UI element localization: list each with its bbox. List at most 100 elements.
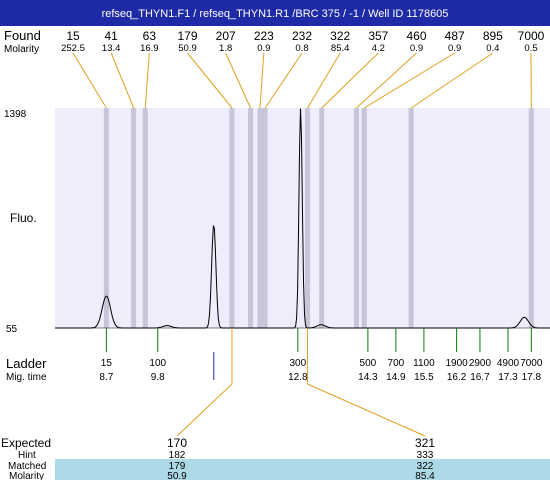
ladder-time-label: 16.7	[470, 372, 490, 383]
found-molarity-label: 1.8	[219, 43, 232, 54]
hint-label: Hint	[18, 450, 36, 461]
found-molarity-label: 0.8	[295, 43, 308, 54]
found-molarity-label: 85.4	[331, 43, 350, 54]
ladder-time-label: 9.8	[151, 372, 165, 383]
found-size-label: 207	[216, 29, 236, 43]
found-size-label: 15	[66, 29, 80, 43]
ladder-size-label: 7000	[520, 358, 543, 369]
found-size-label: 460	[406, 29, 426, 43]
hint-value: 333	[417, 450, 434, 461]
found-size-label: 63	[143, 29, 157, 43]
matched-row-highlight	[55, 459, 550, 480]
ladder-label: Ladder	[6, 356, 47, 371]
ladder-ticks	[105, 328, 532, 352]
ladder-size-label: 15	[101, 358, 113, 369]
ladder-size-label: 700	[388, 358, 405, 369]
found-molarity-label: 0.9	[448, 43, 461, 54]
peak-band	[305, 108, 311, 328]
found-connector	[144, 52, 150, 109]
found-connector	[321, 52, 379, 109]
molarity-label: Molarity	[4, 44, 39, 55]
found-size-label: 232	[292, 29, 312, 43]
y-tick-top: 1398	[4, 109, 27, 120]
peak-band	[248, 108, 254, 328]
ladder-size-label: 1900	[445, 358, 468, 369]
peak-band	[319, 108, 325, 328]
fluo-label: Fluo.	[10, 211, 37, 225]
peak-bands	[103, 108, 534, 328]
found-size-label: 322	[330, 29, 350, 43]
molarity-value: 85.4	[415, 471, 435, 480]
found-connector	[410, 52, 494, 109]
ladder-time-label: 16.2	[447, 372, 467, 383]
chart-title: refseq_THYN1.F1 / refseq_THYN1.R1 /BRC 3…	[102, 8, 449, 20]
ladder-time-label: 17.8	[522, 372, 542, 383]
ladder-time-label: 14.3	[358, 372, 378, 383]
expected-connector	[307, 383, 426, 437]
found-connector	[307, 52, 341, 109]
found-size-label: 895	[483, 29, 503, 43]
molarity-bottom-label: Molarity	[9, 471, 44, 480]
found-molarity-label: 0.9	[410, 43, 423, 54]
peak-band	[408, 108, 414, 328]
ladder-size-label: 2900	[469, 358, 492, 369]
found-size-label: 41	[104, 29, 118, 43]
found-size-label: 487	[445, 29, 465, 43]
peak-band	[257, 108, 263, 328]
peak-band	[142, 108, 148, 328]
expected-value: 321	[415, 436, 435, 450]
ladder-size-label: 1100	[413, 358, 435, 369]
found-connector	[259, 52, 265, 109]
found-connectors	[72, 52, 532, 109]
found-connector	[364, 52, 455, 109]
found-size-label: 223	[254, 29, 274, 43]
found-size-label: 179	[177, 29, 197, 43]
mig-time-label: Mig. time	[6, 372, 47, 383]
expected-connectors	[176, 328, 426, 437]
matched-value: 322	[417, 461, 434, 472]
peak-band	[353, 108, 359, 328]
peak-band	[103, 108, 109, 328]
peak-band	[229, 108, 235, 328]
matched-label: Matched	[8, 461, 46, 472]
y-tick-bottom: 55	[6, 324, 18, 335]
found-molarity-label: 0.4	[486, 43, 499, 54]
peak-band	[131, 108, 137, 328]
ladder-size-label: 4900	[497, 358, 520, 369]
peak-band	[262, 108, 268, 328]
found-label: Found	[4, 28, 41, 43]
found-molarity-label: 0.5	[524, 43, 537, 54]
expected-value: 170	[167, 436, 187, 450]
hint-value: 182	[169, 450, 186, 461]
found-molarity-label: 16.9	[140, 43, 159, 54]
found-labels: 15252.54113.46316.917950.92071.82230.923…	[61, 29, 545, 54]
found-connector	[264, 52, 303, 109]
expected-label: Expected	[1, 436, 51, 450]
found-size-label: 7000	[518, 29, 545, 43]
peak-band	[528, 108, 534, 328]
found-molarity-label: 4.2	[372, 43, 385, 54]
found-size-label: 357	[368, 29, 388, 43]
ladder-size-label: 300	[289, 358, 306, 369]
found-connector	[72, 52, 107, 109]
expected-connector	[176, 383, 233, 437]
found-connector	[356, 52, 417, 109]
ladder-size-label: 500	[360, 358, 377, 369]
ladder-labels: 15 8.7 100 9.8 300 12.8 500 14.3 700 14.9 1100 15.5…	[99, 358, 542, 383]
ladder-time-label: 12.8	[288, 372, 308, 383]
found-molarity-label: 0.9	[257, 43, 270, 54]
found-molarity-label: 50.9	[178, 43, 197, 54]
found-connector	[225, 52, 251, 109]
ladder-time-label: 15.5	[414, 372, 434, 383]
found-connector	[187, 52, 233, 109]
title-bar	[0, 0, 550, 26]
ladder-size-label: 100	[149, 358, 166, 369]
found-connector	[110, 52, 135, 109]
peak-band	[361, 108, 367, 328]
ladder-time-label: 8.7	[99, 372, 113, 383]
found-molarity-label: 13.4	[102, 43, 121, 54]
molarity-value: 50.9	[167, 471, 187, 480]
ladder-time-label: 14.9	[386, 372, 406, 383]
